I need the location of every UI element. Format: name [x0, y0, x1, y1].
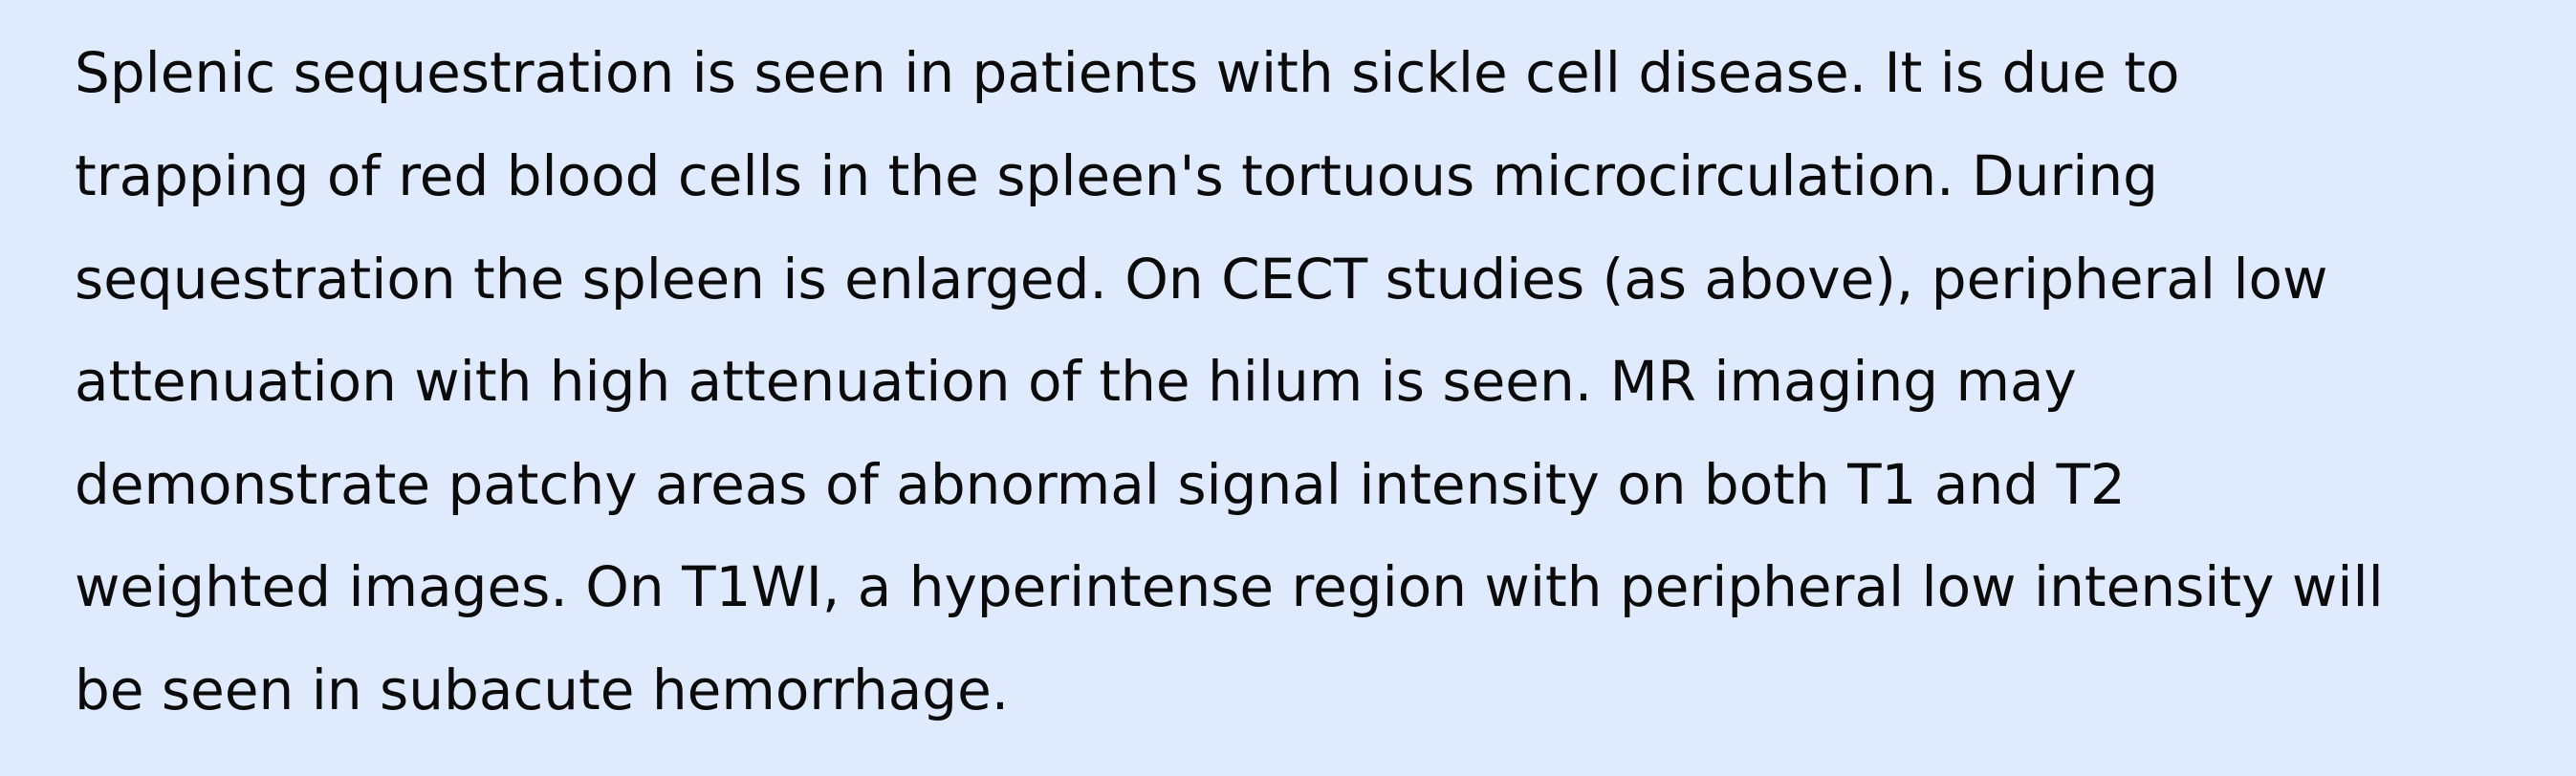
paragraph-line: attenuation with high attenuation of the…: [75, 349, 2077, 414]
paragraph-line: weighted images. On T1WI, a hyperintense…: [75, 554, 2384, 619]
paragraph-line: be seen in subacute hemorrhage.: [75, 657, 1010, 722]
paragraph-line: sequestration the spleen is enlarged. On…: [75, 247, 2328, 312]
paragraph-line: trapping of red blood cells in the splee…: [75, 143, 2158, 208]
paragraph-line: demonstrate patchy areas of abnormal sig…: [75, 452, 2126, 517]
paragraph-line: Splenic sequestration is seen in patient…: [75, 40, 2180, 105]
